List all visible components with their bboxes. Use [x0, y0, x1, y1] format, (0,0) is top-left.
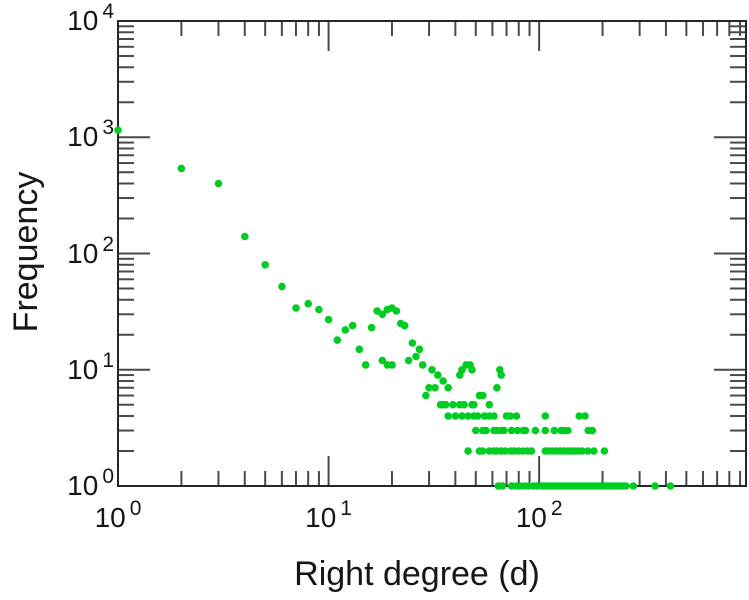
y-tick-label: 10 0: [67, 465, 114, 501]
data-point: [439, 377, 447, 385]
data-point: [434, 371, 442, 379]
data-point: [408, 339, 417, 347]
data-point: [324, 315, 333, 324]
x-tick-label: 10 0: [94, 497, 142, 533]
data-point: [422, 391, 430, 400]
data-point: [564, 426, 572, 435]
data-point: [392, 307, 401, 315]
data-point: [581, 412, 589, 420]
data-point: [315, 305, 323, 314]
data-point: [341, 326, 350, 334]
data-point: [622, 482, 630, 490]
data-point: [177, 164, 186, 173]
data-point: [378, 310, 387, 319]
data-point: [590, 447, 598, 455]
data-point: [428, 366, 436, 374]
data-point: [241, 232, 249, 241]
y-tick-label: 10 4: [67, 0, 114, 36]
data-point: [473, 412, 482, 420]
data-point: [444, 384, 453, 392]
data-point: [441, 400, 450, 409]
data-point: [361, 361, 370, 369]
data-point: [500, 426, 508, 435]
data-point: [415, 345, 424, 354]
data-point: [583, 447, 592, 455]
data-point: [485, 400, 494, 409]
data-point: [629, 482, 638, 490]
data-point: [521, 426, 530, 435]
data-point: [575, 412, 583, 420]
data-point: [507, 426, 516, 435]
data-point: [498, 482, 507, 490]
x-tick-label: 10 2: [515, 497, 563, 533]
data-point: [449, 400, 457, 409]
data-point: [418, 361, 427, 369]
data-point: [479, 447, 487, 455]
data-point: [588, 426, 597, 435]
data-point: [527, 447, 536, 455]
data-point: [482, 426, 490, 435]
x-tick-label: 10 1: [305, 497, 352, 533]
data-point: [367, 323, 376, 332]
data-point: [333, 336, 342, 344]
data-point: [451, 412, 460, 420]
data-point: [531, 426, 540, 435]
x-axis-title: Right degree (d): [294, 555, 540, 593]
data-point: [550, 426, 559, 435]
data-point: [651, 482, 659, 490]
data-point: [458, 412, 466, 420]
data-point: [114, 126, 122, 134]
data-point: [479, 391, 487, 400]
data-point: [355, 345, 364, 354]
data-point: [214, 179, 223, 188]
data-point: [412, 352, 420, 361]
data-point: [304, 299, 313, 308]
data-point: [444, 412, 453, 420]
data-point: [493, 384, 501, 392]
data-point: [490, 412, 498, 420]
data-point: [464, 412, 472, 420]
data-point: [513, 426, 522, 435]
data-point: [600, 447, 609, 455]
data-point: [460, 400, 468, 409]
data-point: [501, 447, 510, 455]
data-point: [578, 447, 586, 455]
data-point: [388, 361, 396, 369]
data-point: [468, 366, 476, 374]
data-point: [261, 261, 270, 269]
data-point: [470, 400, 478, 409]
data-point: [666, 482, 675, 490]
y-tick-label: 10 2: [67, 232, 114, 269]
data-point: [348, 321, 357, 330]
data-point: [506, 412, 515, 420]
data-point: [378, 356, 387, 365]
y-axis-title: Frequency: [7, 171, 45, 333]
data-point: [472, 426, 480, 435]
data-point: [292, 304, 300, 312]
data-point: [404, 356, 413, 365]
data-point: [541, 412, 550, 420]
y-tick-label: 10 3: [67, 116, 114, 153]
data-point: [497, 371, 506, 379]
data-point: [425, 384, 433, 392]
data-point: [400, 321, 409, 330]
data-point: [431, 384, 439, 392]
y-tick-label: 10 1: [67, 348, 114, 385]
data-point: [512, 412, 521, 420]
data-point: [464, 447, 472, 455]
data-point: [541, 426, 550, 435]
data-point: [278, 282, 286, 291]
